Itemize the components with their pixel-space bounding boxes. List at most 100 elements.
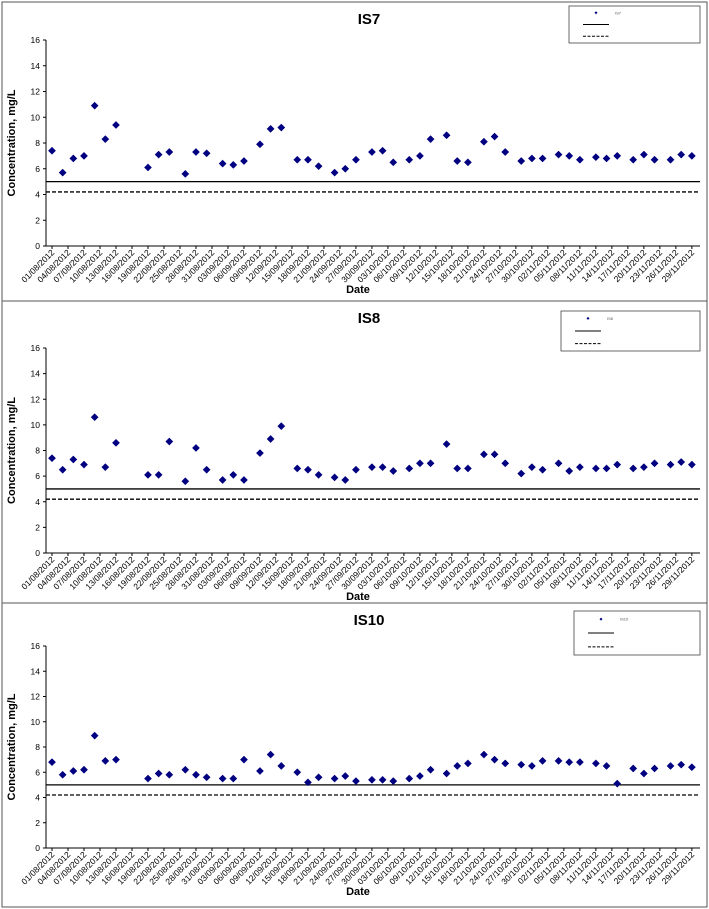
chart-0-data-point-43 <box>591 153 600 162</box>
chart-0-data-point-19 <box>293 155 302 164</box>
chart-1-data-point-15 <box>240 476 248 484</box>
chart-0-data-point-50 <box>677 150 686 159</box>
chart-1-data-point-22 <box>330 473 339 482</box>
chart-2-data-point-46 <box>629 764 638 773</box>
chart-1-y-tick-label-2: 4 <box>35 497 40 507</box>
chart-1-data-point-1 <box>58 465 67 474</box>
chart-0-data-point-23 <box>341 164 350 173</box>
chart-1-data-point-50 <box>677 458 686 466</box>
chart-2-data-point-3 <box>80 765 88 774</box>
chart-2-data-point-12 <box>202 773 211 782</box>
chart-0-data-point-31 <box>442 131 451 140</box>
chart-1-data-point-11 <box>192 443 200 452</box>
chart-2-y-tick-label-8: 16 <box>31 641 41 651</box>
chart-1-data-point-44 <box>602 464 611 473</box>
chart-2-legend-label-0: IS10 <box>620 617 629 622</box>
chart-0-y-tick-label-6: 12 <box>31 87 41 97</box>
chart-2-y-tick-label-0: 0 <box>35 843 40 853</box>
chart-0-data-point-42 <box>575 155 584 164</box>
chart-0-data-point-30 <box>426 135 435 144</box>
chart-1-y-tick-label-0: 0 <box>35 548 40 558</box>
chart-0-legend: IS7 <box>568 5 701 44</box>
chart-1-x-axis-title: Date <box>346 591 370 603</box>
chart-0-y-tick-label-3: 6 <box>35 164 40 174</box>
chart-0-data-point-46 <box>629 155 638 164</box>
chart-2-data-point-34 <box>479 750 488 759</box>
chart-1-data-point-4 <box>90 413 99 422</box>
chart-0-data-point-9 <box>165 148 174 156</box>
chart-0-y-tick-label-7: 14 <box>31 61 41 71</box>
chart-1-data-point-27 <box>389 467 398 475</box>
chart-2-data-point-31 <box>442 769 451 778</box>
chart-1-y-tick-label-1: 2 <box>35 522 40 532</box>
chart-0-y-tick-label-1: 2 <box>35 215 40 225</box>
chart-2-data-point-15 <box>240 755 248 764</box>
chart-2-data-point-28 <box>405 774 414 783</box>
chart-1-data-point-46 <box>629 464 638 473</box>
chart-1-data-point-25 <box>367 463 376 472</box>
chart-2-data-point-51 <box>687 763 696 772</box>
chart-1-data-point-40 <box>554 459 563 468</box>
chart-1-y-tick-label-6: 12 <box>31 394 41 404</box>
chart-2-y-tick-label-6: 12 <box>31 692 41 702</box>
chart-2-data-point-14 <box>229 774 238 783</box>
chart-1-data-point-20 <box>303 465 312 474</box>
chart-2-data-point-33 <box>463 759 472 768</box>
chart-0-data-point-51 <box>687 151 696 160</box>
chart-2-data-point-49 <box>666 761 675 770</box>
chart-1-data-point-26 <box>378 463 387 472</box>
chart-0-legend-marker <box>594 11 598 15</box>
chart-0-y-tick-label-8: 16 <box>31 35 41 45</box>
chart-2-data-point-7 <box>144 774 152 783</box>
chart-2-panel-border <box>1 602 708 908</box>
chart-1-data-point-38 <box>527 463 536 472</box>
chart-2-data-point-48 <box>650 764 659 773</box>
chart-1-data-point-0 <box>48 454 56 463</box>
chart-2-data-point-44 <box>602 761 611 770</box>
chart-0-data-point-33 <box>463 158 472 167</box>
chart-0-data-point-21 <box>314 162 323 171</box>
chart-2-data-point-0 <box>48 758 56 767</box>
chart-0-data-point-2 <box>69 154 78 163</box>
chart-0-data-point-29 <box>415 151 424 160</box>
chart-2-data-point-16 <box>256 767 264 775</box>
chart-2-data-point-39 <box>538 756 547 765</box>
chart-2-data-point-2 <box>69 767 78 775</box>
chart-2-data-point-13 <box>218 774 227 783</box>
chart-0-data-point-44 <box>602 154 611 163</box>
chart-0-data-point-35 <box>490 132 499 141</box>
chart-1-data-point-51 <box>687 460 696 469</box>
chart-1-y-tick-label-5: 10 <box>31 420 41 430</box>
chart-1-data-point-29 <box>415 459 424 468</box>
chart-1-data-point-7 <box>144 470 152 479</box>
chart-2-data-point-26 <box>378 775 387 784</box>
chart-1-data-point-19 <box>293 464 302 473</box>
chart-0-data-point-0 <box>48 146 56 155</box>
chart-0-data-point-47 <box>639 150 648 159</box>
chart-0-data-point-22 <box>330 168 339 177</box>
chart-0-data-point-48 <box>650 155 659 164</box>
chart-1-data-point-2 <box>69 455 78 464</box>
chart-0-data-point-34 <box>479 137 488 146</box>
chart-1-data-point-12 <box>202 465 211 474</box>
chart-2-y-tick-label-1: 2 <box>35 818 40 828</box>
chart-2-y-tick-label-2: 4 <box>35 793 40 803</box>
chart-1-data-point-36 <box>501 459 510 468</box>
chart-2-data-point-1 <box>58 770 67 779</box>
chart-1-y-tick-label-7: 14 <box>31 369 41 379</box>
chart-1-data-point-21 <box>314 470 323 479</box>
chart-2-data-point-35 <box>490 755 499 764</box>
chart-1-data-point-24 <box>351 465 360 474</box>
chart-0-data-point-1 <box>58 168 67 177</box>
chart-1-data-point-47 <box>639 463 648 472</box>
chart-2-data-point-23 <box>341 772 350 780</box>
chart-0-y-tick-label-5: 10 <box>31 112 41 122</box>
chart-0-data-point-7 <box>144 163 152 172</box>
chart-2-title: IS10 <box>354 612 385 629</box>
chart-0-data-point-3 <box>80 151 88 160</box>
chart-1-data-point-37 <box>517 469 526 478</box>
chart-2-data-point-21 <box>314 773 323 782</box>
chart-1-data-point-33 <box>463 464 472 473</box>
chart-2-data-point-8 <box>154 769 163 778</box>
